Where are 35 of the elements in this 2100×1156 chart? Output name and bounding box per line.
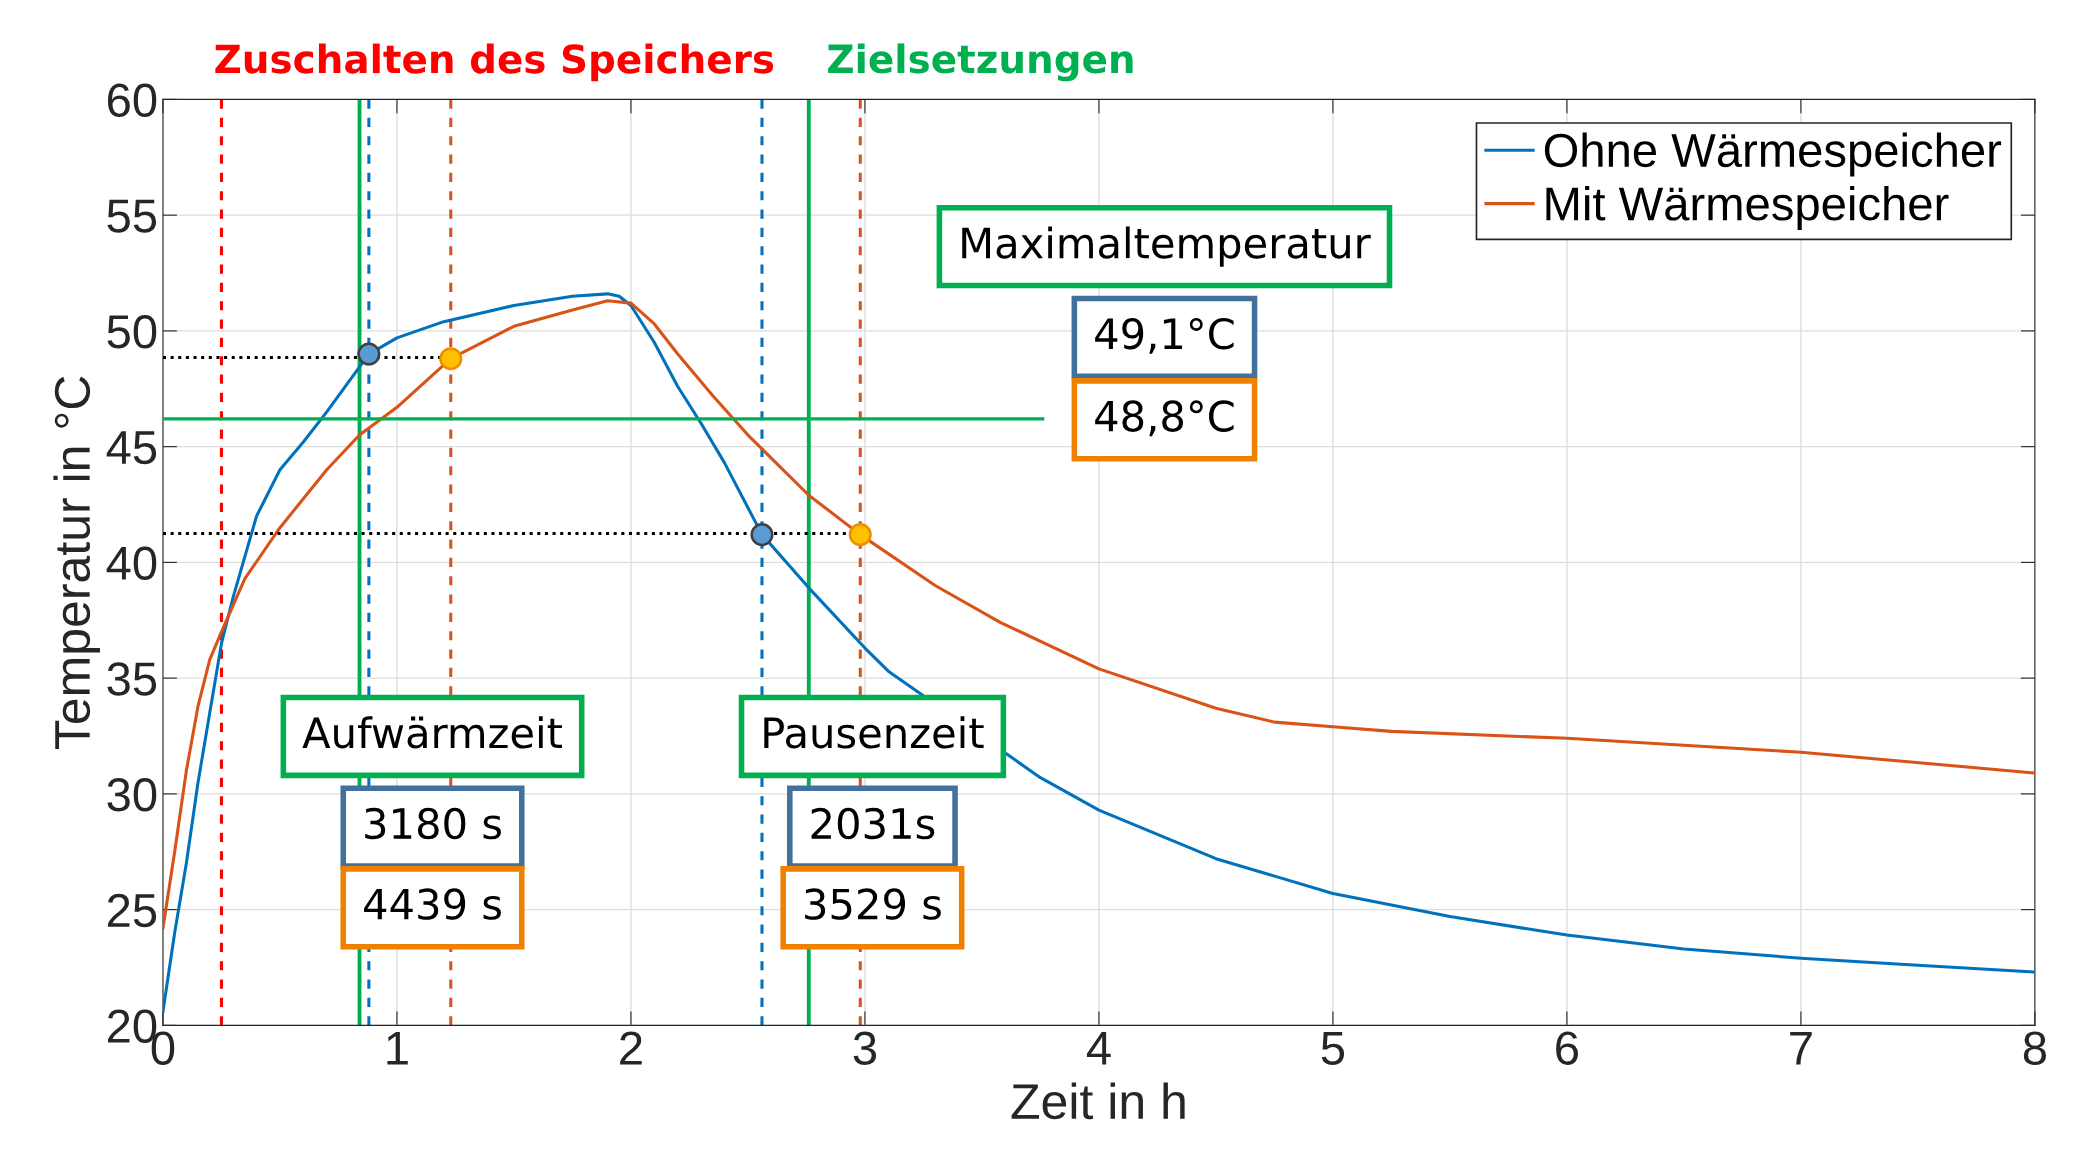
annotation: Pausenzeit xyxy=(764,716,984,749)
legend-label: Mit Wärmespeicher xyxy=(1546,185,1949,230)
y-tick-label: 40 xyxy=(106,546,157,580)
x-tick-label: 8 xyxy=(2023,1031,2046,1065)
annotation: 3180 s xyxy=(365,807,501,840)
point xyxy=(357,342,381,366)
y-tick-label: 55 xyxy=(107,199,157,233)
y-tick-label: 45 xyxy=(106,431,157,465)
point xyxy=(439,347,463,371)
annotation: Aufwärmzeit xyxy=(302,716,562,749)
annotation: 49,1°C xyxy=(1095,317,1234,354)
y-axis-title: Temperatur in °C xyxy=(53,376,101,750)
x-tick-label: 5 xyxy=(1321,1031,1345,1065)
annotation: Maximaltemperatur xyxy=(962,226,1371,267)
x-tick-label: 7 xyxy=(1790,1031,1812,1065)
x-tick-label: 1 xyxy=(387,1031,408,1065)
x-tick-label: 4 xyxy=(1086,1031,1111,1065)
y-tick-label: 35 xyxy=(107,662,157,696)
annotation: 48,8°C xyxy=(1095,400,1234,437)
y-tick-label: 60 xyxy=(107,83,157,117)
point xyxy=(750,523,774,547)
y-tick-label: 25 xyxy=(107,893,157,928)
text: Zuschalten des Speichers xyxy=(215,43,774,82)
x-axis-title: Zeit in h xyxy=(1011,1082,1185,1120)
point xyxy=(848,523,872,547)
x-tick-label: 3 xyxy=(853,1031,876,1065)
legend-label: Ohne Wärmespeicher xyxy=(1544,132,2002,177)
x-tick-label: 2 xyxy=(620,1031,642,1065)
annotation: 3529 s xyxy=(805,888,941,920)
x-tick-label: 6 xyxy=(1556,1031,1578,1065)
text: Zielsetzungen xyxy=(828,43,1133,82)
annotation: 4439 s xyxy=(364,888,501,920)
y-tick-label: 50 xyxy=(107,315,157,349)
annotation: 2031s xyxy=(811,807,935,840)
y-tick-label: 30 xyxy=(107,778,157,812)
